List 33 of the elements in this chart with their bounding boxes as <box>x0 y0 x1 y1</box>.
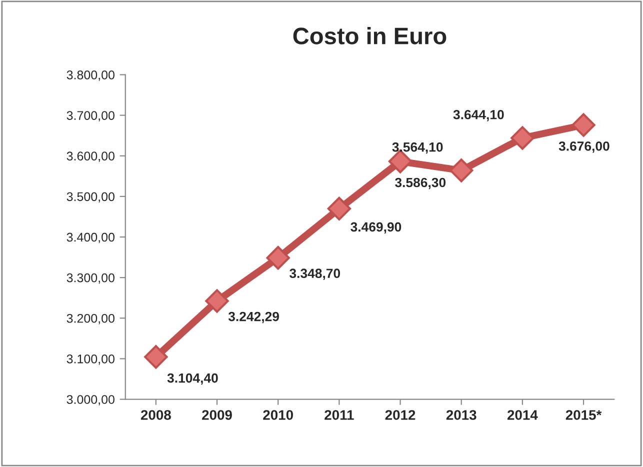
data-label: 3.644,10 <box>453 110 504 122</box>
x-tick-label: 2014 <box>507 410 538 420</box>
data-label: 3.104,40 <box>167 373 218 385</box>
point <box>450 158 474 182</box>
y-tick-label: 3.700,00 <box>66 111 114 122</box>
y-tick-label: 3.500,00 <box>66 192 114 203</box>
x-tick-label: 2010 <box>263 410 293 420</box>
point <box>266 246 290 270</box>
data-label: 3.586,30 <box>395 178 446 190</box>
data-label: 3.469,90 <box>350 222 402 234</box>
y-tick-label: 3.800,00 <box>66 70 114 81</box>
y-tick-label: 3.300,00 <box>66 273 114 284</box>
point <box>205 289 229 313</box>
data-label: 3.242,29 <box>228 312 279 324</box>
y-tick-label: 3.200,00 <box>66 314 114 324</box>
x-tick-label: 2008 <box>140 410 171 420</box>
chart-title: Costo in Euro <box>293 27 446 44</box>
data-label: 3.564,10 <box>392 142 443 154</box>
point <box>327 196 352 220</box>
x-tick-label: 2009 <box>202 410 232 420</box>
y-tick-label: 3.400,00 <box>66 232 114 244</box>
y-tick-label: 3.100,00 <box>66 354 114 365</box>
x-tick-label: 2011 <box>324 410 354 420</box>
y-tick-label: 3.000,00 <box>66 395 114 406</box>
x-tick-label: 2015* <box>566 410 602 420</box>
point <box>144 345 168 369</box>
data-label: 3.676,00 <box>558 141 610 153</box>
data-label: 3.348,70 <box>290 268 340 280</box>
x-tick-label: 2013 <box>446 410 476 420</box>
x-tick-label: 2012 <box>385 410 416 420</box>
point <box>510 126 534 150</box>
y-tick-label: 3.600,00 <box>66 152 114 162</box>
point <box>572 113 596 137</box>
